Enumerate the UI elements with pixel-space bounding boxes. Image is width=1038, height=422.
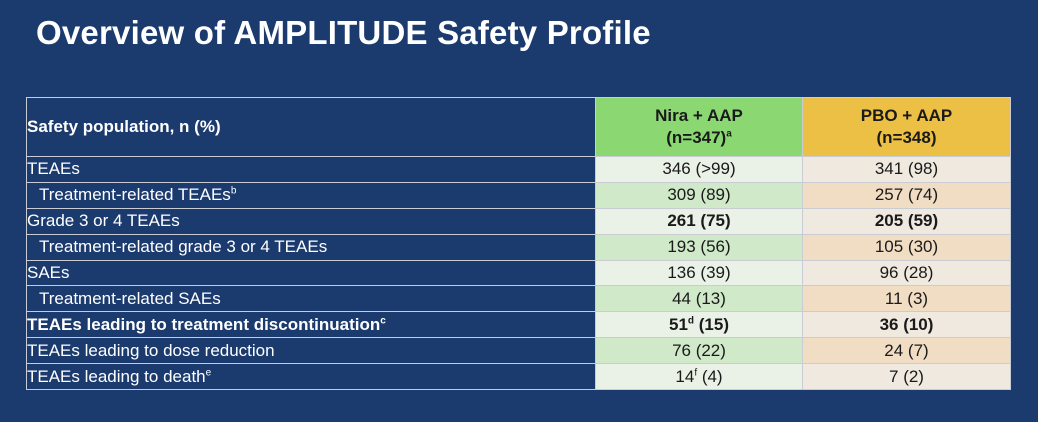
header-pbo-name: PBO + AAP <box>860 106 953 125</box>
header-nira-n: (n=347) <box>666 128 727 147</box>
row-label-text: Treatment-related TEAEs <box>39 185 231 205</box>
table-header-row: Safety population, n (%) Nira + AAP (n=3… <box>26 97 1011 157</box>
nira-value-text: 44 (13) <box>672 288 726 308</box>
nira-value-text: 193 (56) <box>667 237 731 257</box>
nira-value-footnote: f <box>694 366 698 378</box>
nira-value: 76 (22) <box>595 337 803 365</box>
row-label: Treatment-related TEAEsb <box>26 181 596 209</box>
row-label-text: Treatment-related grade 3 or 4 TEAEs <box>39 237 328 257</box>
header-safety-population: Safety population, n (%) <box>26 97 596 157</box>
pbo-value: 7 (2) <box>802 363 1011 391</box>
header-nira-aap: Nira + AAP (n=347)a <box>595 97 803 157</box>
pbo-value: 24 (7) <box>802 337 1011 365</box>
table-row-dose-reduction: TEAEs leading to dose reduction 76 (22) … <box>26 337 1011 365</box>
table-row-saes: SAEs 136 (39) 96 (28) <box>26 259 1011 287</box>
row-label-text: TEAEs leading to death <box>27 366 206 386</box>
nira-value-text: 261 (75) <box>667 211 731 231</box>
nira-value: 193 (56) <box>595 233 803 261</box>
row-label-footnote: b <box>230 185 237 197</box>
row-label: Treatment-related SAEs <box>26 285 596 313</box>
nira-value: 346 (>99) <box>595 156 803 183</box>
row-label-footnote: c <box>380 315 386 327</box>
pbo-value-text: 11 (3) <box>884 288 929 308</box>
nira-value-text: 51 <box>669 314 688 334</box>
table-row-discontinuation: TEAEs leading to treatment discontinuati… <box>26 311 1011 339</box>
table-row-treatment-related-saes: Treatment-related SAEs 44 (13) 11 (3) <box>26 285 1011 313</box>
pbo-value: 257 (74) <box>802 181 1011 209</box>
row-label: TEAEs leading to dose reduction <box>26 337 596 365</box>
pbo-value: 36 (10) <box>802 311 1011 339</box>
row-label-text: TEAEs <box>27 159 80 179</box>
pbo-value-text: 105 (30) <box>874 237 939 257</box>
table-row-death: TEAEs leading to deathe 14f (4) 7 (2) <box>26 363 1011 391</box>
slide-title: Overview of AMPLITUDE Safety Profile <box>36 14 651 51</box>
nira-value-text: 14 <box>675 366 695 386</box>
table-row-teaes: TEAEs 346 (>99) 341 (98) <box>26 156 1011 183</box>
row-label-text: SAEs <box>27 263 70 282</box>
row-label: TEAEs leading to deathe <box>26 363 596 391</box>
pbo-value-text: 205 (59) <box>874 211 939 231</box>
table-row-grade-3-4-teaes: Grade 3 or 4 TEAEs 261 (75) 205 (59) <box>26 207 1011 235</box>
pbo-value: 341 (98) <box>802 156 1011 183</box>
row-label-text: TEAEs leading to dose reduction <box>27 340 275 360</box>
pbo-value-text: 7 (2) <box>889 366 924 386</box>
header-safety-population-label: Safety population, n (%) <box>27 117 221 136</box>
nira-value-text: 346 (>99) <box>662 159 736 179</box>
nira-value: 51d (15) <box>595 311 803 339</box>
row-label-text: TEAEs leading to treatment discontinuati… <box>27 314 381 334</box>
nira-value-pct: (4) <box>697 366 723 386</box>
header-nira-name: Nira + AAP <box>655 106 743 125</box>
row-label: TEAEs leading to treatment discontinuati… <box>26 311 596 339</box>
table-row-treatment-related-teaes: Treatment-related TEAEsb 309 (89) 257 (7… <box>26 181 1011 209</box>
row-label: TEAEs <box>26 156 596 183</box>
pbo-value-text: 36 (10) <box>879 314 934 334</box>
table-row-treatment-related-grade-3-4: Treatment-related grade 3 or 4 TEAEs 193… <box>26 233 1011 261</box>
nira-value-pct: (15) <box>694 314 729 334</box>
nira-value-text: 76 (22) <box>672 340 726 360</box>
nira-value: 14f (4) <box>595 363 803 391</box>
nira-value-footnote: d <box>687 315 695 327</box>
nira-value: 309 (89) <box>595 181 803 209</box>
pbo-value-text: 341 (98) <box>874 159 939 179</box>
row-label-text: Treatment-related SAEs <box>39 288 221 308</box>
pbo-value-text: 257 (74) <box>874 185 939 205</box>
row-label: SAEs <box>26 259 596 287</box>
pbo-value-text: 24 (7) <box>884 340 929 360</box>
row-label: Grade 3 or 4 TEAEs <box>26 207 596 235</box>
nira-value-text: 136 (39) <box>667 263 731 282</box>
safety-table: Safety population, n (%) Nira + AAP (n=3… <box>26 97 1011 391</box>
pbo-value: 105 (30) <box>802 233 1011 261</box>
pbo-value: 205 (59) <box>802 207 1011 235</box>
header-pbo-n: (n=348) <box>876 128 937 147</box>
nira-value: 44 (13) <box>595 285 803 313</box>
pbo-value: 11 (3) <box>802 285 1011 313</box>
row-label-text: Grade 3 or 4 TEAEs <box>27 211 180 231</box>
nira-value: 261 (75) <box>595 207 803 235</box>
header-pbo-aap: PBO + AAP (n=348) <box>802 97 1011 157</box>
header-nira-footnote: a <box>726 128 732 140</box>
row-label: Treatment-related grade 3 or 4 TEAEs <box>26 233 596 261</box>
nira-value-text: 309 (89) <box>667 185 731 205</box>
nira-value: 136 (39) <box>595 259 803 287</box>
pbo-value: 96 (28) <box>802 259 1011 287</box>
row-label-footnote: e <box>205 366 212 378</box>
pbo-value-text: 96 (28) <box>879 263 934 282</box>
